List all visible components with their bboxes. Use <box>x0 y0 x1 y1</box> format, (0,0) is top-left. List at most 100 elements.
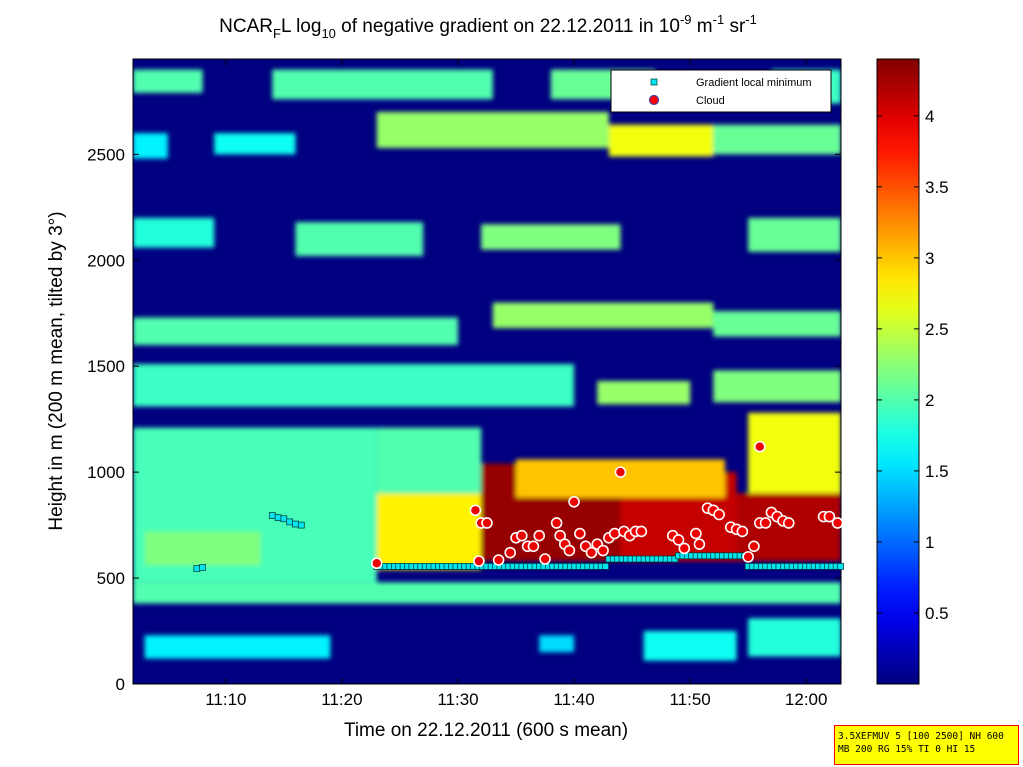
y-axis: 0 500 1000 1500 2000 2500 <box>87 145 841 694</box>
gradient-minimum-marker <box>280 515 288 523</box>
cloud-marker <box>370 557 383 570</box>
gradient-minimum-marker <box>602 563 609 570</box>
heatmap-layer <box>516 459 725 498</box>
y-axis-label: Height in m (200 m mean, tilted by 3°) <box>46 211 67 530</box>
x-tick-label: 12:00 <box>785 690 828 709</box>
chart-title: NCARFL log10 of negative gradient on 22.… <box>219 12 757 41</box>
legend-circle-marker <box>648 94 660 106</box>
y-tick-label: 1500 <box>87 357 125 376</box>
cloud-marker <box>608 527 621 540</box>
stamp-line-1: 3.5XEFMUV 5 [100 2500] NH 600 <box>838 731 1004 742</box>
heatmap-layer <box>748 412 841 494</box>
y-tick-label: 2500 <box>87 145 125 164</box>
heatmap-layer <box>376 427 482 494</box>
legend-square-marker <box>650 78 658 86</box>
heatmap-layer <box>597 381 691 405</box>
heatmap-layer <box>748 217 841 252</box>
cloud-marker <box>672 534 685 546</box>
cloud-marker <box>492 554 505 566</box>
cloud-marker <box>690 527 702 540</box>
cloud-marker <box>550 517 563 529</box>
plot-frame <box>132 58 842 685</box>
x-tick-label: 11:40 <box>553 690 594 709</box>
heatmap-layer <box>133 364 575 407</box>
heatmap-layer <box>748 618 841 657</box>
cloud-marker <box>736 525 749 538</box>
x-tick-label: 11:20 <box>321 690 362 709</box>
gradient-minimum-marker <box>193 565 201 572</box>
legend-label: Gradient local minimum <box>696 77 812 89</box>
title-part: -1 <box>713 12 725 27</box>
x-tick-label: 11:50 <box>669 690 710 709</box>
y-tick-label: 0 <box>116 675 125 694</box>
cloud-marker <box>823 510 836 523</box>
heatmap-layer <box>608 124 714 157</box>
cloud-marker <box>574 527 586 540</box>
heatmap-plot-area <box>132 58 844 685</box>
heatmap-layer <box>376 111 609 148</box>
colorbar-tick-label: 3.5 <box>925 178 949 197</box>
cloud-marker <box>614 466 627 478</box>
heatmap-layer <box>643 631 737 661</box>
gradient-minimum-marker <box>268 512 276 519</box>
heatmap-layer <box>713 311 841 337</box>
cloud-marker <box>831 517 844 529</box>
heatmap-layer <box>272 69 493 100</box>
cloud-marker <box>597 544 609 557</box>
gradient-minimum-marker <box>292 520 299 528</box>
colorbar-tick-label: 4 <box>925 107 934 126</box>
heatmap-layer <box>133 582 841 604</box>
settings-stamp: 3.5XEFMUV 5 [100 2500] NH 600 MB 200 RG … <box>834 725 1019 765</box>
cloud-marker <box>585 546 598 559</box>
heatmap-layer <box>214 133 296 155</box>
gradient-minimum-marker <box>837 563 844 570</box>
heatmap-layer <box>133 217 215 248</box>
y-tick-label: 2000 <box>87 251 125 270</box>
title-part: sr <box>724 16 746 37</box>
cloud-marker <box>473 555 485 567</box>
cloud-marker <box>504 546 517 559</box>
gradient-minimum-marker <box>286 518 294 526</box>
heatmap-layer <box>133 69 203 93</box>
y-tick-label: 1000 <box>87 463 125 482</box>
cloud-marker <box>678 542 691 555</box>
cloud-marker <box>516 529 528 542</box>
colorbar-tick-label: 0.5 <box>925 604 949 623</box>
x-tick-label: 11:10 <box>205 690 246 709</box>
x-axis: 11:10 11:20 11:30 11:40 11:50 12:00 <box>205 59 827 709</box>
heatmap-layer <box>713 370 841 403</box>
cloud-marker <box>713 508 725 521</box>
title-part: of negative gradient on 22.12.2011 in 10 <box>336 16 680 37</box>
cloud-marker <box>539 553 551 565</box>
cloud-marker <box>759 517 772 529</box>
heatmap-layer <box>133 317 458 346</box>
legend-box <box>610 69 832 113</box>
colorbar: 0.5 1 1.5 2 2.5 3 3.5 4 <box>876 58 949 685</box>
cloud-marker <box>469 504 482 517</box>
colorbar-tick-label: 1 <box>925 533 934 552</box>
cloud-marker <box>635 525 648 538</box>
heatmap-layer <box>376 493 482 570</box>
cloud-marker <box>568 495 580 508</box>
gradient-minimum-marker <box>297 521 305 529</box>
title-part: -1 <box>745 12 757 27</box>
colorbar-tick-label: 2.5 <box>925 320 949 339</box>
cloud-series <box>370 440 844 570</box>
gradient-minimum-marker <box>274 514 282 522</box>
title-part: 10 <box>321 26 335 41</box>
stamp-line-2: MB 200 RG 15% TI 0 HI 15 <box>838 744 976 755</box>
cloud-marker <box>533 529 546 542</box>
title-part: m <box>692 16 713 37</box>
colorbar-tick-label: 2 <box>925 391 934 410</box>
legend-label: Cloud <box>696 95 725 107</box>
x-axis-label: Time on 22.12.2011 (600 s mean) <box>344 720 628 741</box>
heatmap-layer <box>481 224 621 250</box>
heatmap-layer <box>539 635 575 653</box>
cloud-marker <box>563 544 576 557</box>
heatmap-layer <box>144 635 331 659</box>
x-tick-label: 11:30 <box>437 690 478 709</box>
y-tick-label: 500 <box>97 569 125 588</box>
gradient-minimum-marker <box>199 564 206 571</box>
title-part: -9 <box>680 12 692 27</box>
